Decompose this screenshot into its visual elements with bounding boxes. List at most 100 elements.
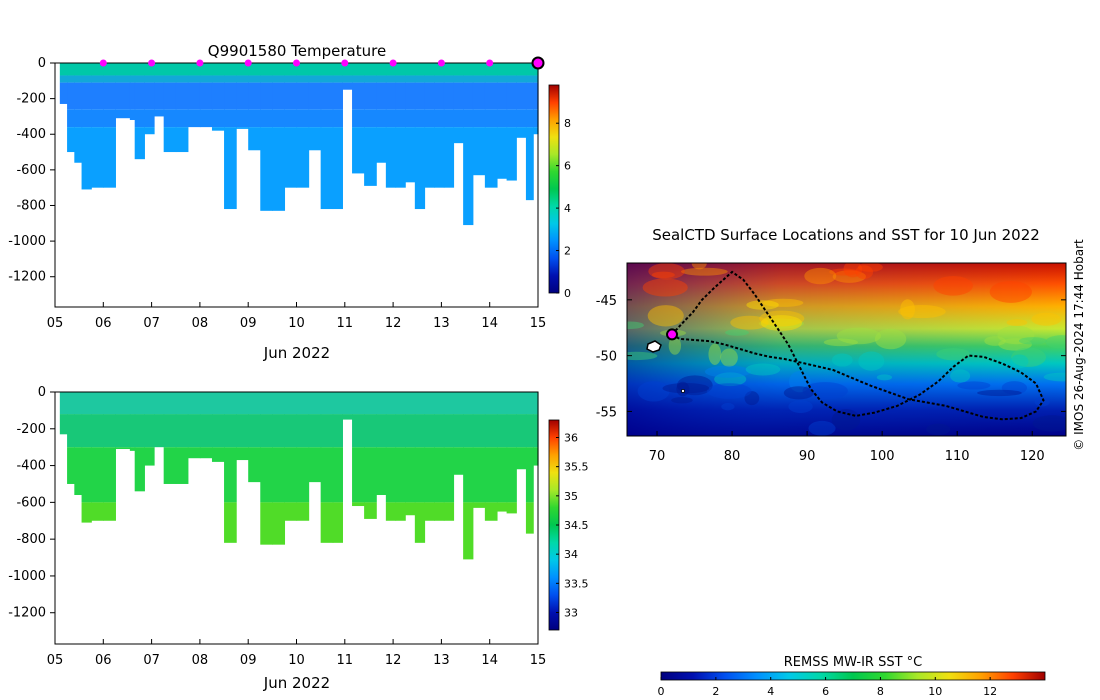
temperature-profile-cell xyxy=(463,75,474,83)
sst-texture-patch xyxy=(759,310,805,327)
salinity-profile-cell xyxy=(385,447,397,503)
salinity-profile-cell xyxy=(414,414,426,448)
sst-texture-patch xyxy=(976,389,1022,397)
temperature-profile-cell xyxy=(320,82,334,110)
temperature-profile-cell xyxy=(533,127,539,135)
temperature-profile-cell xyxy=(74,127,83,163)
salinity-profile-cell xyxy=(516,414,527,448)
temperature-profile-cell xyxy=(175,82,189,110)
temperature-colorbar-tick-label: 2 xyxy=(564,245,571,258)
salinity-profile-cell xyxy=(395,447,406,503)
salinity-profile-cell xyxy=(284,502,298,521)
salinity-profile-cell xyxy=(506,502,517,514)
seal-track xyxy=(666,270,1045,421)
sst-texture-patch xyxy=(1032,415,1066,432)
temperature-profile-cell xyxy=(443,109,455,128)
temperature-profile-cell xyxy=(81,109,92,128)
sst-texture-patch xyxy=(1018,337,1047,345)
temperature-profile-cell xyxy=(472,63,486,76)
sst-colorbar-tick-label: 12 xyxy=(983,685,997,698)
temperature-profile-cell xyxy=(443,75,455,83)
temperature-profile-cell xyxy=(533,63,539,76)
temperature-x-axis: 05 06 07 08 09 10 11 12 13 14 15 xyxy=(47,302,546,331)
temperature-x-tick-label: 10 xyxy=(288,316,305,331)
temperature-profile-cell xyxy=(236,82,249,110)
temperature-profile-cell xyxy=(144,109,155,128)
salinity-data-layer xyxy=(59,392,539,560)
temperature-profile-cell xyxy=(175,75,189,83)
salinity-y-tick-label: -600 xyxy=(16,495,46,510)
temperature-profile-cell xyxy=(284,82,298,110)
salinity-profile-cell xyxy=(395,414,406,448)
salinity-profile-cell xyxy=(284,392,298,415)
temperature-profile-cell xyxy=(320,109,334,128)
salinity-profile-cell xyxy=(434,392,445,415)
salinity-profile-cell xyxy=(414,502,426,543)
temperature-profile-cell xyxy=(284,109,298,128)
temperature-y-tick-label: -400 xyxy=(16,127,46,142)
temperature-profile-cell xyxy=(453,127,464,144)
sst-texture-patch xyxy=(1010,354,1029,369)
temperature-profile-cell xyxy=(484,127,498,188)
temperature-colorbar-tick-label: 8 xyxy=(564,117,571,130)
salinity-profile-cell xyxy=(129,447,136,451)
sst-texture-patch xyxy=(933,275,973,296)
sst-texture-patch xyxy=(898,305,946,319)
salinity-profile-cell xyxy=(187,447,201,459)
temperature-profile-cell xyxy=(496,127,508,179)
temperature-x-tick-label: 09 xyxy=(240,316,257,331)
salinity-profile-cell xyxy=(115,447,131,450)
map-frame xyxy=(626,262,1067,437)
salinity-profile-cell xyxy=(103,447,116,503)
salinity-profile-cell xyxy=(525,502,534,534)
temperature-profile-cell xyxy=(248,75,261,83)
temperature-profile-cell xyxy=(175,63,189,76)
salinity-profile-cell xyxy=(115,414,131,448)
temperature-profile-cell xyxy=(364,109,377,128)
temperature-profile-cell xyxy=(144,82,155,110)
temperature-profile-cell xyxy=(59,63,68,76)
temperature-profile-cell xyxy=(405,63,416,76)
temperature-profile-cell xyxy=(175,109,189,128)
salinity-profile-cell xyxy=(424,502,435,521)
temperature-profile-cell xyxy=(144,75,155,83)
temperature-profile-cell xyxy=(342,82,353,90)
salinity-profile-cell xyxy=(163,414,177,448)
sst-texture-patch xyxy=(704,365,751,378)
sst-texture-patch xyxy=(1045,335,1066,349)
temperature-profile-cell xyxy=(332,75,343,83)
temperature-profile-cell xyxy=(134,63,145,76)
salinity-profile-cell xyxy=(496,502,508,512)
temperature-profile-cell xyxy=(342,63,353,76)
temperature-profile-cell xyxy=(91,75,104,83)
sst-colorbar-tick-label: 0 xyxy=(658,685,665,698)
temperature-profile-cell xyxy=(506,127,517,181)
salinity-profile-cell xyxy=(134,392,145,415)
temperature-x-tick-label: 13 xyxy=(433,316,450,331)
salinity-colorbar-tick-label: 34.5 xyxy=(564,519,589,532)
temperature-profile-cell xyxy=(516,82,527,110)
sst-texture-patch xyxy=(668,336,682,355)
salinity-profile-cell xyxy=(453,392,464,415)
temperature-profile-cell xyxy=(284,127,298,188)
island-outline xyxy=(646,340,662,353)
temperature-profile-cell xyxy=(395,127,406,188)
salinity-x-tick-label: 15 xyxy=(530,653,547,668)
temperature-profile-cell xyxy=(296,63,310,76)
sst-texture-patch xyxy=(855,265,874,279)
sst-texture-patch xyxy=(874,328,907,350)
temperature-profile-cell xyxy=(414,82,426,110)
sst-texture-patch xyxy=(762,298,804,307)
temperature-profile-cell xyxy=(236,109,249,128)
sst-texture-patch xyxy=(691,263,707,270)
salinity-profile-cell xyxy=(395,502,406,521)
salinity-profile-cell xyxy=(424,414,435,448)
salinity-x-tick-label: 13 xyxy=(433,653,450,668)
sst-texture-patch xyxy=(730,315,769,330)
small-island xyxy=(681,388,686,393)
temperature-profile-cell xyxy=(364,75,377,83)
salinity-profile-cell xyxy=(385,414,397,448)
temperature-profile-cell xyxy=(115,109,131,119)
salinity-x-tick-label: 11 xyxy=(337,653,354,668)
salinity-profile-cell xyxy=(144,414,155,448)
